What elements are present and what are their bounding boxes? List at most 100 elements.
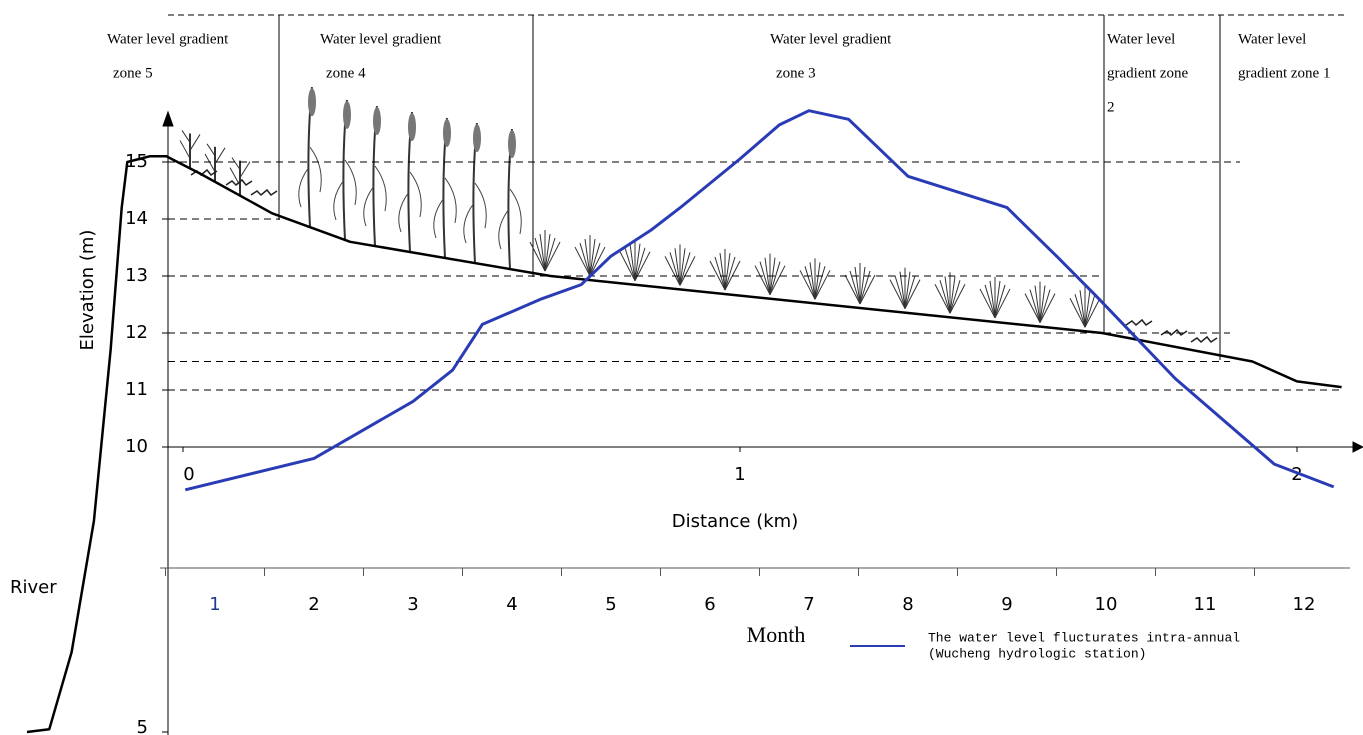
month-tick-label: 2	[308, 594, 319, 615]
sedge	[944, 276, 951, 314]
zone-label: zone 4	[326, 65, 366, 81]
distance-axis-label: Distance (km)	[672, 511, 798, 532]
sedge	[799, 270, 816, 300]
sedge	[904, 275, 916, 309]
reed-leaf	[498, 188, 522, 250]
sedge	[1084, 294, 1096, 328]
reed-head	[308, 88, 316, 117]
sedge	[534, 237, 546, 272]
legend-label: (Wucheng hydrologic station)	[928, 646, 1146, 661]
zone-dividers	[278, 15, 1221, 360]
reed-leaf	[433, 177, 457, 239]
sedge	[904, 271, 911, 309]
sedge	[994, 280, 1001, 319]
sedge	[544, 233, 551, 272]
sedge	[629, 243, 636, 281]
reed-leaf	[398, 171, 422, 233]
sedge	[1024, 293, 1041, 323]
sedge	[724, 252, 731, 291]
elevation-tick-label: 12	[125, 322, 148, 343]
sedge	[859, 266, 866, 305]
sedge	[664, 256, 681, 286]
zone-label: Water level	[1238, 31, 1306, 47]
sedge	[544, 241, 561, 272]
arrow	[162, 110, 174, 127]
sedge	[679, 248, 686, 286]
zone-label: Water level	[1107, 31, 1175, 47]
sedge	[719, 252, 726, 291]
plant-leaf	[204, 143, 226, 173]
sedge	[724, 256, 736, 291]
floating-plant	[250, 188, 278, 197]
sedge	[1039, 289, 1051, 323]
sedge	[949, 284, 966, 314]
sedge	[934, 284, 951, 314]
elevation-tick-label: 10	[125, 436, 148, 457]
sedge	[814, 270, 831, 300]
sedge	[769, 261, 781, 295]
floating-plant	[1125, 318, 1153, 327]
reed-head	[508, 130, 516, 159]
zone-label: Water level gradient	[770, 31, 892, 47]
reed-head	[343, 100, 351, 129]
reed-leaf	[463, 182, 487, 244]
sedge	[529, 241, 546, 272]
month-tick-label: 12	[1293, 594, 1316, 615]
sedge	[804, 266, 816, 300]
reed-head	[443, 118, 451, 147]
sedge	[1039, 293, 1056, 323]
sedge	[844, 274, 861, 305]
elevation-tick-label: 15	[125, 151, 148, 172]
sedge	[949, 276, 956, 314]
sedge	[679, 256, 696, 286]
sedge	[764, 257, 771, 295]
arrow	[1352, 441, 1363, 453]
sedge	[624, 247, 636, 281]
month-tick-label: 3	[407, 594, 418, 615]
floating-plant	[1160, 328, 1188, 337]
sedge	[619, 251, 636, 281]
sedge	[894, 275, 906, 309]
reed-head	[373, 107, 381, 136]
sedge	[574, 246, 591, 277]
sedge	[889, 279, 906, 309]
distance-tick-label: 2	[1291, 464, 1302, 485]
month-tick-label: 10	[1095, 594, 1118, 615]
sedge	[899, 271, 906, 309]
elevation-axis-label: Elevation (m)	[77, 230, 98, 351]
month-tick-label: 5	[605, 594, 616, 615]
zone-label: Water level gradient	[320, 31, 442, 47]
zone-label: 2	[1107, 99, 1115, 115]
sedge	[1074, 294, 1086, 328]
sedge	[634, 243, 641, 281]
sedge	[809, 262, 816, 300]
sedge	[994, 284, 1006, 319]
legend-label: The water level flucturates intra-annual	[928, 630, 1240, 645]
sedge	[714, 256, 726, 291]
floating-plant	[225, 178, 253, 187]
reed-leaf	[363, 165, 387, 227]
reed-head	[408, 113, 416, 142]
month-tick-label: 9	[1001, 594, 1012, 615]
sedge	[544, 237, 556, 272]
month-tick-label: 6	[704, 594, 715, 615]
axes	[160, 110, 1363, 735]
sedge	[979, 288, 996, 319]
sedge	[859, 274, 876, 305]
month-tick-label: 4	[506, 594, 517, 615]
sedge	[1034, 285, 1041, 323]
sedge	[589, 239, 596, 277]
sedge	[769, 265, 786, 295]
sedge	[994, 288, 1011, 319]
sedge	[754, 265, 771, 295]
month-tick-label: 11	[1194, 594, 1217, 615]
sedge	[989, 280, 996, 319]
sedge	[984, 284, 996, 319]
vegetation	[179, 87, 1218, 344]
sedge	[674, 248, 681, 286]
zone-label: zone 3	[776, 65, 816, 81]
month-tick-label: 7	[803, 594, 814, 615]
sedge	[1079, 290, 1086, 328]
sedge	[904, 279, 921, 309]
